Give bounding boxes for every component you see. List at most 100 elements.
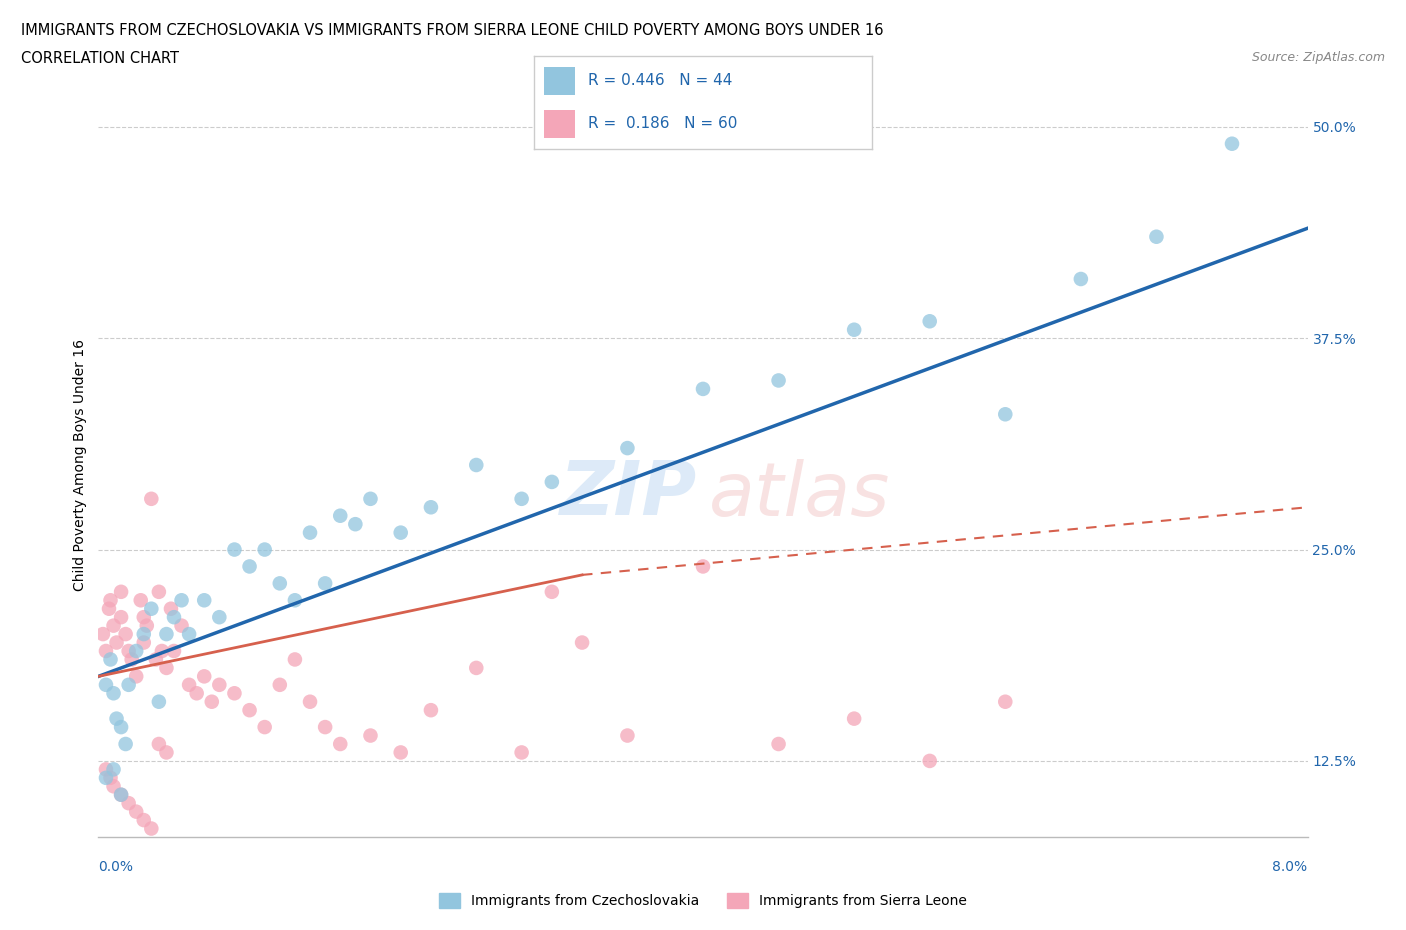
- Point: [148, 695, 170, 710]
- FancyBboxPatch shape: [544, 110, 575, 138]
- Point: [541, 474, 564, 489]
- Y-axis label: Child Poverty Among Boys Under 16: Child Poverty Among Boys Under 16: [73, 339, 87, 591]
- Point: [844, 323, 866, 338]
- Point: [329, 509, 352, 524]
- Point: [94, 762, 117, 777]
- Text: IMMIGRANTS FROM CZECHOSLOVAKIA VS IMMIGRANTS FROM SIERRA LEONE CHILD POVERTY AMO: IMMIGRANTS FROM CZECHOSLOVAKIA VS IMMIGR…: [21, 23, 883, 38]
- Point: [118, 644, 141, 658]
- Point: [100, 592, 122, 607]
- Text: R = 0.446   N = 44: R = 0.446 N = 44: [588, 73, 733, 88]
- Point: [299, 525, 322, 540]
- Point: [150, 644, 173, 658]
- Point: [193, 669, 215, 684]
- Point: [141, 491, 163, 506]
- Point: [105, 711, 128, 726]
- Point: [114, 737, 136, 751]
- Point: [510, 491, 533, 506]
- Point: [420, 703, 443, 718]
- Point: [844, 711, 866, 726]
- Point: [692, 381, 714, 396]
- Point: [110, 788, 132, 803]
- Point: [155, 745, 177, 760]
- Point: [284, 652, 307, 667]
- Point: [918, 753, 941, 768]
- Point: [1070, 272, 1092, 286]
- Point: [91, 627, 114, 642]
- Point: [465, 458, 488, 472]
- Point: [208, 677, 231, 692]
- Point: [239, 559, 262, 574]
- Point: [110, 720, 132, 735]
- FancyBboxPatch shape: [544, 67, 575, 95]
- Point: [148, 584, 170, 599]
- Point: [768, 737, 790, 751]
- Point: [179, 677, 201, 692]
- Point: [110, 610, 132, 625]
- Point: [132, 813, 155, 828]
- Text: R =  0.186   N = 60: R = 0.186 N = 60: [588, 116, 738, 131]
- Point: [692, 559, 714, 574]
- Text: 8.0%: 8.0%: [1272, 860, 1308, 874]
- Point: [208, 610, 231, 625]
- Point: [141, 821, 163, 836]
- Point: [114, 627, 136, 642]
- Point: [100, 770, 122, 785]
- Text: CORRELATION CHART: CORRELATION CHART: [21, 51, 179, 66]
- Point: [253, 542, 276, 557]
- Point: [314, 576, 336, 591]
- Point: [103, 762, 125, 777]
- Point: [170, 592, 193, 607]
- Point: [125, 804, 148, 819]
- Point: [299, 695, 322, 710]
- Point: [224, 542, 246, 557]
- Point: [141, 602, 163, 617]
- Point: [420, 499, 443, 514]
- Point: [918, 313, 941, 328]
- Point: [360, 728, 382, 743]
- Point: [616, 441, 638, 456]
- Point: [118, 796, 141, 811]
- Point: [110, 584, 132, 599]
- Point: [201, 695, 224, 710]
- Text: Source: ZipAtlas.com: Source: ZipAtlas.com: [1251, 51, 1385, 64]
- Point: [118, 677, 141, 692]
- Legend: Immigrants from Czechoslovakia, Immigrants from Sierra Leone: Immigrants from Czechoslovakia, Immigran…: [433, 888, 973, 914]
- Point: [129, 592, 152, 607]
- Text: ZIP: ZIP: [560, 458, 697, 531]
- Point: [155, 660, 177, 675]
- Point: [105, 635, 128, 650]
- Point: [103, 778, 125, 793]
- Point: [510, 745, 533, 760]
- Point: [179, 627, 201, 642]
- Point: [121, 652, 143, 667]
- Point: [98, 602, 121, 617]
- Point: [94, 644, 117, 658]
- Point: [103, 618, 125, 633]
- Point: [135, 618, 157, 633]
- Point: [994, 695, 1017, 710]
- Point: [616, 728, 638, 743]
- Point: [132, 610, 155, 625]
- Point: [160, 602, 183, 617]
- Point: [239, 703, 262, 718]
- Point: [103, 685, 125, 700]
- Point: [994, 406, 1017, 421]
- Point: [94, 677, 117, 692]
- Point: [465, 660, 488, 675]
- Point: [768, 373, 790, 388]
- Point: [110, 788, 132, 803]
- Point: [125, 669, 148, 684]
- Point: [224, 685, 246, 700]
- Point: [132, 627, 155, 642]
- Point: [571, 635, 593, 650]
- Text: atlas: atlas: [709, 458, 890, 531]
- Point: [269, 576, 291, 591]
- Point: [253, 720, 276, 735]
- Point: [344, 517, 367, 532]
- Point: [125, 644, 148, 658]
- Point: [155, 627, 177, 642]
- Point: [389, 525, 412, 540]
- Point: [314, 720, 336, 735]
- Point: [145, 652, 167, 667]
- Point: [132, 635, 155, 650]
